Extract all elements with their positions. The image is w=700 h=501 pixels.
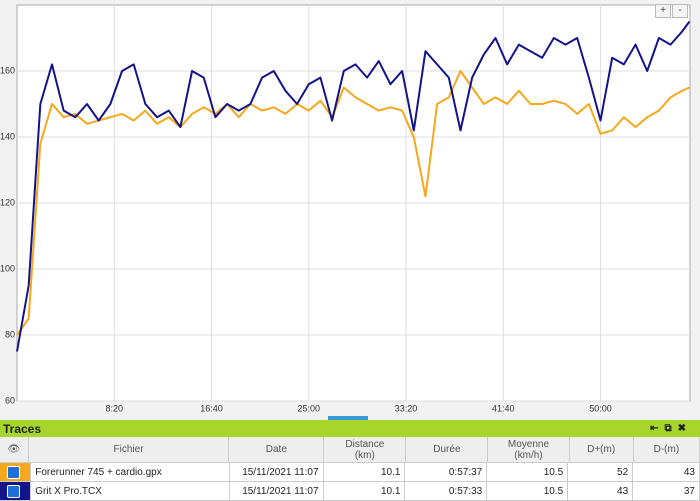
table-cell: 10.5 — [487, 482, 569, 500]
table-cell: 10.5 — [487, 463, 569, 481]
x-tick-label: 50:00 — [589, 403, 612, 413]
zoom-out-button[interactable]: - — [672, 4, 688, 18]
column-header[interactable]: D+(m) — [570, 437, 634, 462]
x-tick-label: 33:20 — [395, 403, 418, 413]
y-tick-label: 160 — [0, 65, 15, 75]
visibility-checkbox[interactable] — [6, 465, 20, 479]
column-header[interactable]: Date — [229, 437, 325, 462]
table-cell: Grit X Pro.TCX — [31, 482, 230, 500]
trace-row[interactable]: Forerunner 745 + cardio.gpx 15/11/2021 11… — [0, 463, 700, 482]
table-cell: 52 — [568, 463, 634, 481]
table-cell: 0:57:33 — [405, 482, 488, 500]
table-cell: 10.1 — [324, 482, 406, 500]
checkbox-cell — [0, 463, 32, 481]
table-cell: 43 — [568, 482, 634, 500]
trace-row[interactable]: Grit X Pro.TCX 15/11/2021 11:07 10.1 0:57:3… — [0, 482, 700, 501]
panel-header: Traces ⇤⧉✖ — [0, 420, 700, 437]
y-tick-label: 120 — [0, 197, 15, 207]
table-cell: 10.1 — [324, 463, 406, 481]
y-tick-label: 80 — [5, 329, 15, 339]
y-tick-label: 140 — [0, 131, 15, 141]
x-tick-label: 25:00 — [297, 403, 320, 413]
y-tick-label: 100 — [0, 263, 15, 273]
panel-controls[interactable]: ⇤⧉✖ — [650, 423, 692, 434]
column-header[interactable]: Moyenne (km/h) — [488, 437, 570, 462]
x-tick-label: 16:40 — [200, 403, 223, 413]
table-cell: 43 — [633, 463, 700, 481]
column-header[interactable]: Distance (km) — [324, 437, 407, 462]
visibility-checkbox[interactable] — [6, 484, 20, 498]
column-header[interactable]: Fichier — [29, 437, 230, 462]
line-series — [16, 20, 691, 352]
table-cell: 15/11/2021 11:07 — [230, 482, 324, 500]
checkbox-cell — [0, 482, 32, 500]
line-series — [16, 70, 690, 336]
table-cell: Forerunner 745 + cardio.gpx — [31, 463, 230, 481]
column-header[interactable]: Durée — [406, 437, 489, 462]
y-tick-label: 60 — [5, 395, 15, 405]
traces-panel: Traces ⇤⧉✖ 👁 Fichier Date Distance (km) Duré… — [0, 420, 700, 501]
table-header-row: 👁 Fichier Date Distance (km) Durée Moyenne (k… — [0, 437, 700, 463]
table-cell: 0:57:37 — [405, 463, 488, 481]
visibility-header: 👁 — [0, 437, 29, 462]
panel-title: Traces — [3, 421, 42, 436]
chart: 60 80 100 120 140 160 8:20 16:40 25:00 33:20 41:40… — [0, 0, 700, 420]
scroll-indicator — [328, 416, 368, 420]
table-cell: 15/11/2021 11:07 — [230, 463, 324, 481]
zoom-in-button[interactable]: + — [655, 4, 671, 18]
x-tick-label: 8:20 — [105, 403, 123, 413]
table-cell: 37 — [633, 482, 700, 500]
column-header[interactable]: D-(m) — [634, 437, 700, 462]
x-tick-label: 41:40 — [492, 403, 515, 413]
